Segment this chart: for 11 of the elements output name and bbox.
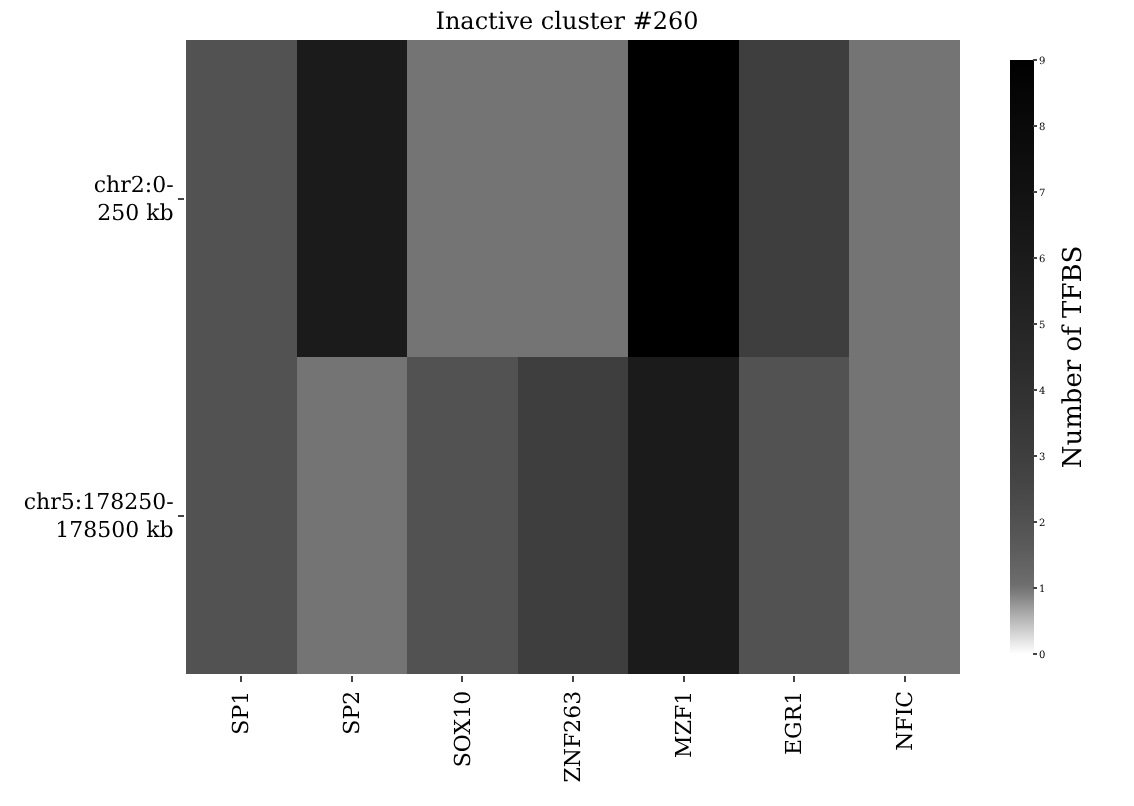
- x-tick-label: NFIC: [891, 690, 918, 751]
- x-tick-label: ZNF263: [560, 690, 587, 783]
- chart-title: Inactive cluster #260: [435, 6, 699, 35]
- x-tick-label: SOX10: [449, 690, 476, 768]
- x-tick-label: MZF1: [670, 690, 697, 758]
- x-tick-label: SP1: [228, 690, 255, 735]
- x-tick-label: SP2: [339, 690, 366, 735]
- x-tick-label: EGR1: [781, 690, 808, 756]
- y-tick-label: chr2:0-250 kb: [93, 171, 175, 227]
- color-bar-title: Number of TFBS: [1058, 245, 1089, 469]
- y-tick-label: chr5:178250-178500 kb: [23, 488, 175, 544]
